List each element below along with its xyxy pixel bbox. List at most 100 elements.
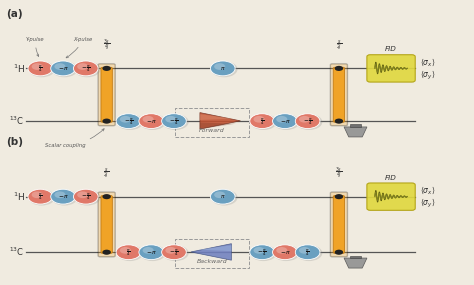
Circle shape [74,190,100,205]
Circle shape [296,245,322,261]
Text: $\frac{\pi}{4}$: $\frac{\pi}{4}$ [38,63,43,74]
Text: FID: FID [385,175,397,181]
Text: $\frac{3s}{4J}$: $\frac{3s}{4J}$ [103,37,110,53]
Bar [175,239,249,268]
Circle shape [254,247,264,254]
Bar [175,108,249,137]
Polygon shape [200,113,240,129]
FancyBboxPatch shape [333,196,345,253]
Circle shape [250,114,277,130]
Circle shape [117,114,143,130]
Bar [350,256,361,258]
FancyBboxPatch shape [330,64,347,126]
Circle shape [273,245,297,260]
Circle shape [162,245,189,261]
Circle shape [51,190,78,205]
Circle shape [276,247,287,254]
Text: $-\pi$: $-\pi$ [58,65,68,72]
Circle shape [335,119,343,124]
Text: $-\frac{\pi}{4}$: $-\frac{\pi}{4}$ [81,191,91,202]
Circle shape [120,247,131,254]
Text: $\frac{\pi}{4}$: $\frac{\pi}{4}$ [126,247,131,258]
Circle shape [335,250,343,255]
Circle shape [116,114,141,129]
Polygon shape [200,114,233,120]
Circle shape [273,114,300,130]
Circle shape [102,250,111,255]
Circle shape [32,192,43,198]
Circle shape [28,190,55,205]
Text: $^{13}$C: $^{13}$C [9,115,24,127]
Text: $-\pi$: $-\pi$ [280,118,290,125]
Text: $\frac{\pi}{4}$: $\frac{\pi}{4}$ [260,116,264,127]
Text: $^1$H: $^1$H [13,190,26,203]
Circle shape [28,61,55,77]
FancyBboxPatch shape [333,67,345,122]
Circle shape [28,61,53,76]
Text: $^1$H: $^1$H [13,62,26,75]
Circle shape [250,114,274,129]
Circle shape [273,114,297,129]
FancyBboxPatch shape [98,192,115,257]
Text: $\frac{\pi}{4}$: $\frac{\pi}{4}$ [305,247,310,258]
Circle shape [102,194,111,199]
Text: (a): (a) [6,9,22,19]
Text: $-\frac{\pi}{4}$: $-\frac{\pi}{4}$ [257,247,267,258]
Text: $\langle\sigma_x\rangle$: $\langle\sigma_x\rangle$ [420,184,436,196]
Text: Forward: Forward [199,128,225,133]
Circle shape [28,189,53,204]
Text: $-\frac{\pi}{4}$: $-\frac{\pi}{4}$ [169,247,179,258]
Text: $-\pi$: $-\pi$ [280,249,290,256]
Circle shape [214,63,225,70]
Circle shape [299,247,310,254]
Text: $\pi$: $\pi$ [220,65,226,72]
Circle shape [32,63,43,70]
Circle shape [254,116,264,123]
Circle shape [139,114,166,130]
Circle shape [77,63,88,70]
Text: $\pi$: $\pi$ [220,193,226,200]
Text: FID: FID [385,46,397,52]
Circle shape [335,194,343,199]
Circle shape [162,245,186,260]
Circle shape [210,189,235,204]
Circle shape [211,190,237,205]
Circle shape [211,61,237,77]
Circle shape [295,245,320,260]
Circle shape [55,63,65,70]
Circle shape [51,189,75,204]
Text: $-\pi$: $-\pi$ [146,249,156,256]
Circle shape [210,61,235,76]
Circle shape [116,245,141,260]
Text: X-pulse: X-pulse [66,37,93,58]
Text: $\langle\sigma_x\rangle$: $\langle\sigma_x\rangle$ [420,56,436,68]
FancyBboxPatch shape [330,192,347,257]
Circle shape [77,192,88,198]
Circle shape [162,114,189,130]
Text: Y-pulse: Y-pulse [26,37,45,56]
FancyBboxPatch shape [367,183,415,210]
Circle shape [165,116,176,123]
FancyBboxPatch shape [98,64,115,126]
Circle shape [165,247,176,254]
Circle shape [74,61,100,77]
Polygon shape [191,244,231,260]
Circle shape [296,114,322,130]
Circle shape [299,116,310,123]
Text: $-\frac{\pi}{4}$: $-\frac{\pi}{4}$ [169,116,179,127]
Text: $\frac{\pi}{4}$: $\frac{\pi}{4}$ [38,191,43,202]
Circle shape [139,245,164,260]
Text: $-\pi$: $-\pi$ [58,193,68,200]
Circle shape [335,66,343,71]
Bar [350,125,361,127]
FancyBboxPatch shape [101,196,112,253]
Circle shape [102,66,111,71]
Circle shape [139,114,164,129]
Circle shape [143,116,154,123]
Polygon shape [200,123,236,129]
Circle shape [276,116,287,123]
Polygon shape [198,245,231,251]
Text: $-\frac{\pi}{4}$: $-\frac{\pi}{4}$ [81,63,91,74]
Circle shape [250,245,277,261]
Circle shape [143,247,154,254]
